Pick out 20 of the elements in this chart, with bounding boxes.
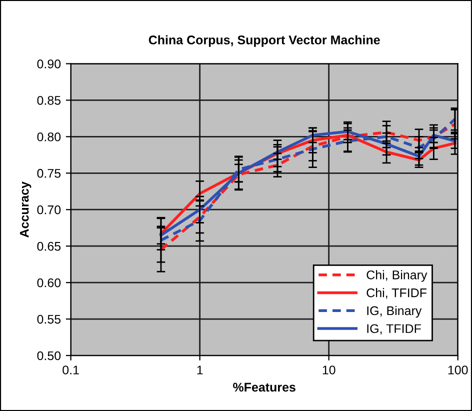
y-tick-label: 0.60 <box>37 278 61 288</box>
y-tick-label: 0.90 <box>37 60 61 68</box>
x-tick-label: 0.1 <box>62 366 79 374</box>
x-tick-label: 1 <box>197 366 203 374</box>
legend-label: Chi, Binary <box>366 270 428 282</box>
legend-label: IG, TFIDF <box>367 324 421 335</box>
chart-title: China Corpus, Support Vector Machine <box>148 35 380 47</box>
y-axis-title: Accuracy <box>20 182 32 238</box>
y-tick-label: 0.80 <box>37 132 61 142</box>
x-tick-label: 10 <box>322 366 336 374</box>
y-tick-label: 0.70 <box>37 205 61 214</box>
x-axis-title: %Features <box>233 382 296 392</box>
legend-label: IG, Binary <box>367 306 422 318</box>
y-tick-label: 0.75 <box>37 168 61 178</box>
x-tick-label: 100 <box>448 366 468 374</box>
legend-label: Chi, TFIDF <box>366 288 426 299</box>
y-tick-label: 0.50 <box>37 351 61 360</box>
y-tick-label: 0.55 <box>37 314 61 324</box>
y-tick-label: 0.65 <box>37 242 61 251</box>
y-tick-label: 0.85 <box>37 96 61 105</box>
